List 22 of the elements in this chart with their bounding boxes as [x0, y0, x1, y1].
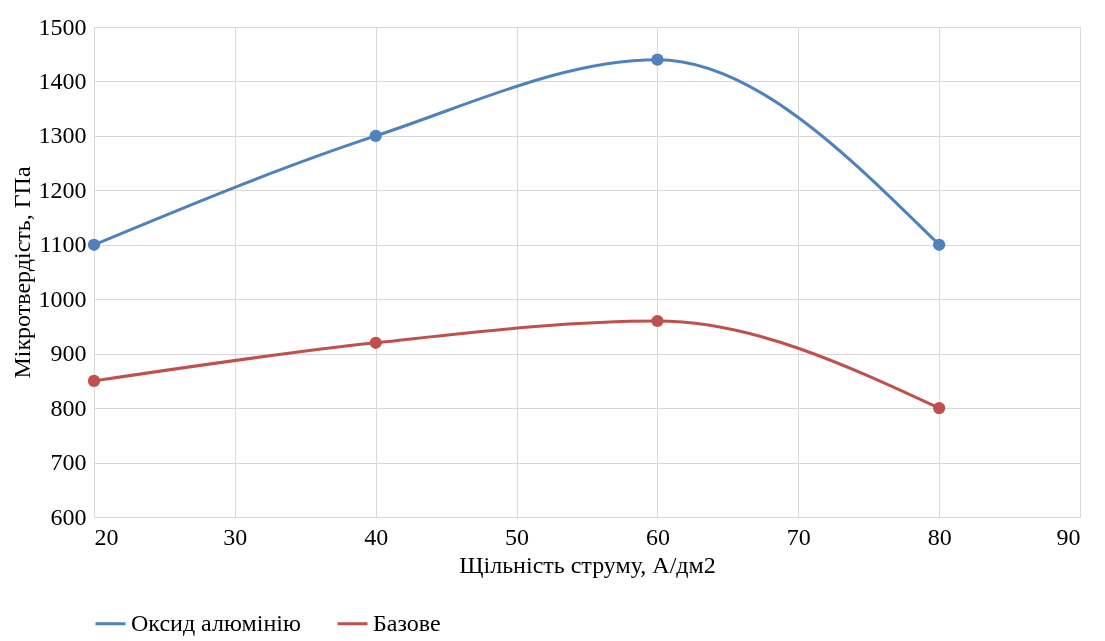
x-tick-label: 30 [223, 523, 248, 550]
y-axis-title: Мікротвердість, ГПа [8, 166, 35, 379]
x-tick-label: 20 [94, 523, 119, 550]
y-tick-label: 1100 [39, 231, 87, 258]
x-axis-title: Щільність струму, А/дм2 [459, 551, 716, 578]
x-tick-label: 90 [1056, 523, 1081, 550]
legend-label: Оксид алюмінію [131, 609, 301, 636]
y-tick-label: 800 [50, 394, 87, 421]
legend-label: Базове [373, 609, 441, 636]
y-tick-label: 1400 [38, 67, 87, 94]
x-tick-label: 80 [927, 523, 952, 550]
y-tick-label: 1200 [38, 176, 87, 203]
x-tick-label: 50 [505, 523, 530, 550]
y-tick-label: 900 [50, 340, 87, 367]
y-tick-label: 700 [50, 449, 87, 476]
x-tick-label: 60 [645, 523, 670, 550]
y-tick-label: 1500 [38, 13, 87, 40]
y-tick-label: 1000 [38, 285, 87, 312]
y-tick-label: 600 [50, 503, 87, 530]
x-tick-label: 40 [364, 523, 389, 550]
x-tick-label: 70 [786, 523, 811, 550]
y-tick-label: 1300 [38, 122, 87, 149]
